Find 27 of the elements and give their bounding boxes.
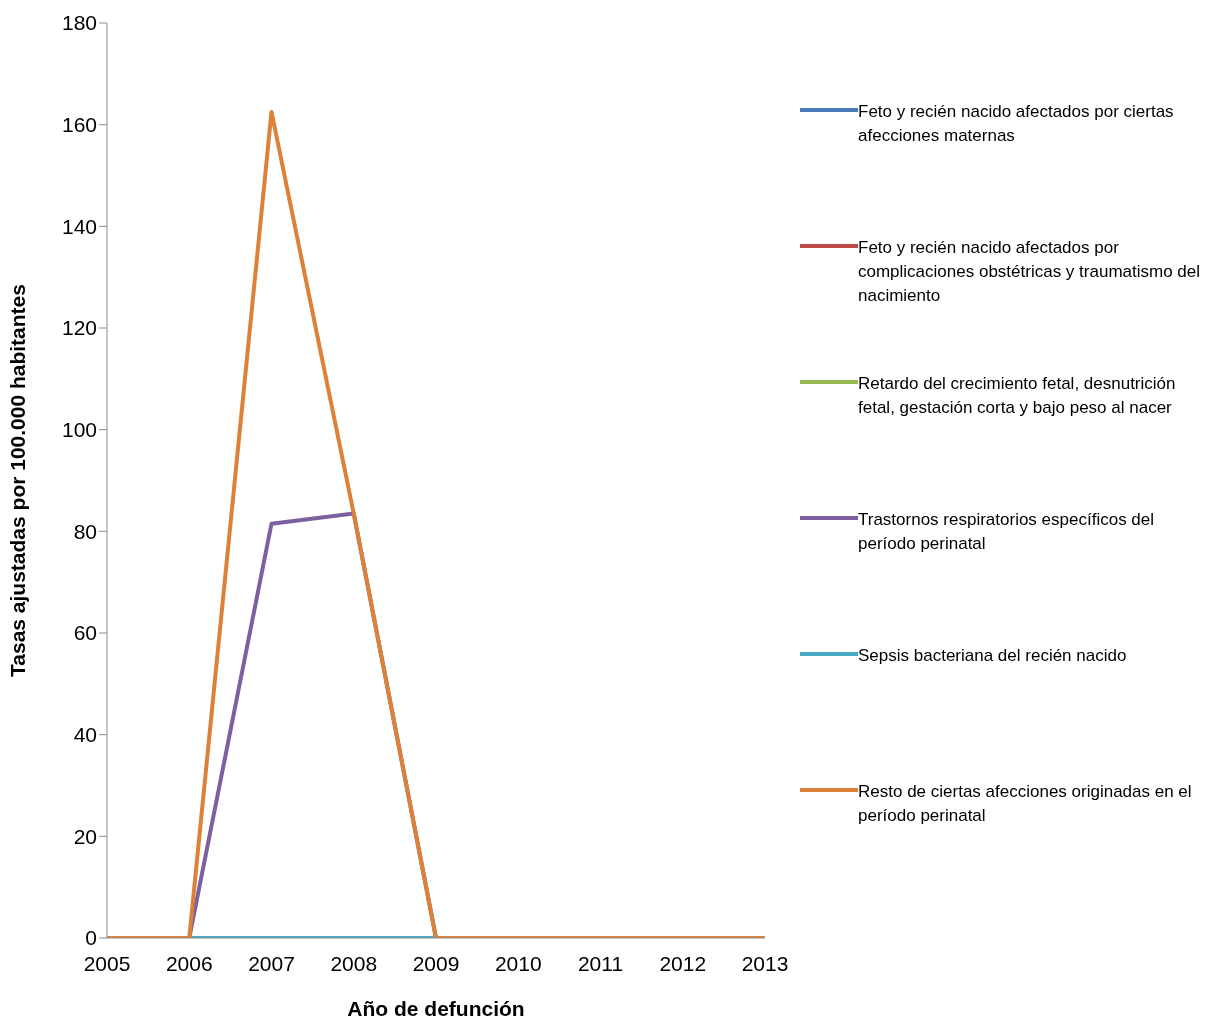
legend-label: Feto y recién nacido afectados por complicaciones obstétricas y traumatismo del nacimiento bbox=[858, 237, 1202, 307]
x-tick-label: 2009 bbox=[412, 951, 460, 975]
x-tick-label: 2005 bbox=[83, 951, 131, 975]
y-tick-label: 100 bbox=[61, 418, 97, 442]
x-tick-label: 2010 bbox=[494, 951, 542, 975]
legend-label: Resto de ciertas afecciones originadas en el período perinatal bbox=[858, 781, 1193, 827]
x-tick-label: 2008 bbox=[330, 951, 378, 975]
legend-label: Feto y recién nacido afectados por ciertas afecciones maternas bbox=[858, 101, 1175, 147]
y-tick-label: 20 bbox=[73, 824, 97, 848]
y-tick-label: 120 bbox=[61, 316, 97, 340]
y-axis-title: Tasas ajustadas por 100.000 habitantes bbox=[6, 284, 30, 677]
y-tick-label: 60 bbox=[73, 621, 97, 645]
legend-label: Retardo del crecimiento fetal, desnutrición fetal, gestación corta y bajo peso al nacer bbox=[858, 373, 1177, 419]
y-tick-label: 140 bbox=[61, 214, 97, 238]
legend-label: Sepsis bacteriana del recién nacido bbox=[858, 645, 1128, 667]
x-tick-label: 2006 bbox=[165, 951, 213, 975]
y-tick-label: 0 bbox=[85, 926, 97, 950]
y-tick-label: 40 bbox=[73, 723, 97, 747]
legend-label: Trastornos respiratorios específicos del período perinatal bbox=[858, 509, 1156, 555]
y-tick-label: 180 bbox=[61, 11, 97, 35]
x-tick-label: 2012 bbox=[659, 951, 707, 975]
x-axis-title: Año de defunción bbox=[347, 997, 525, 1020]
y-tick-label: 160 bbox=[61, 113, 97, 137]
x-tick-label: 2007 bbox=[248, 951, 295, 975]
x-tick-label: 2011 bbox=[577, 951, 624, 975]
y-tick-label: 80 bbox=[73, 519, 97, 543]
x-tick-label: 2013 bbox=[741, 951, 789, 975]
